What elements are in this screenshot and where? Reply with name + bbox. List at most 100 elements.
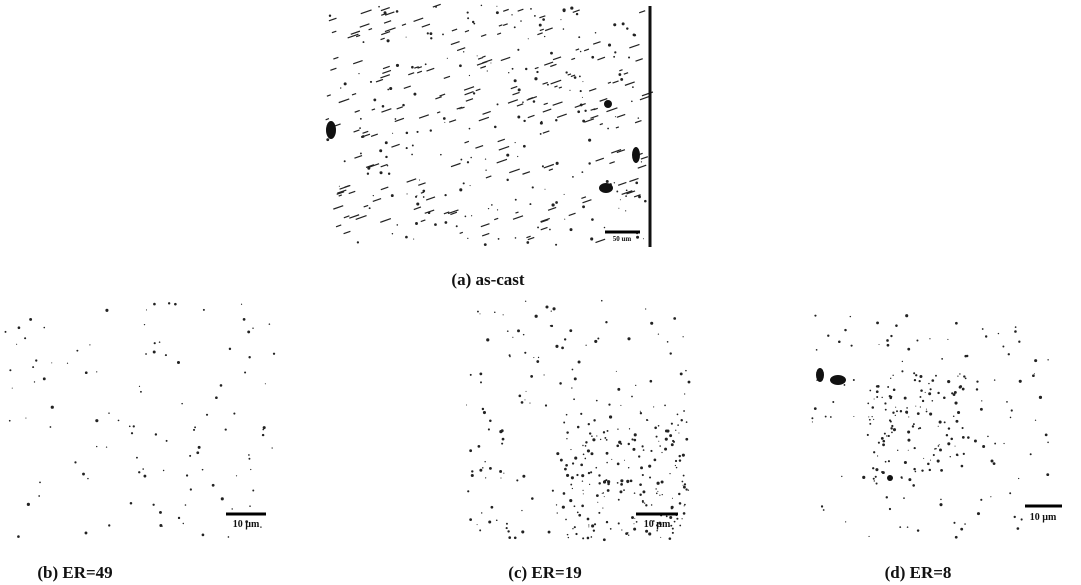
speckle bbox=[248, 458, 250, 460]
speckle bbox=[679, 502, 682, 505]
speckle bbox=[469, 518, 472, 521]
speckle bbox=[620, 490, 623, 493]
speckle bbox=[669, 537, 672, 540]
speckle bbox=[640, 466, 643, 469]
speckle bbox=[569, 213, 576, 215]
speckle bbox=[542, 18, 545, 21]
speckle bbox=[614, 182, 615, 183]
speckle bbox=[581, 171, 583, 173]
speckle bbox=[29, 318, 32, 321]
speckle bbox=[413, 93, 416, 96]
inclusion bbox=[632, 147, 640, 163]
speckle bbox=[517, 156, 518, 157]
speckle bbox=[636, 236, 639, 239]
speckle bbox=[596, 435, 597, 436]
speckle bbox=[636, 59, 643, 62]
speckle bbox=[674, 521, 676, 523]
speckle bbox=[591, 435, 593, 437]
speckle bbox=[465, 30, 469, 31]
speckle bbox=[571, 75, 575, 76]
speckle bbox=[89, 344, 90, 345]
speckle bbox=[202, 534, 205, 537]
speckle bbox=[382, 105, 385, 108]
speckle bbox=[85, 371, 88, 374]
speckle bbox=[185, 504, 187, 506]
speckle bbox=[569, 90, 570, 91]
speckle bbox=[426, 197, 435, 200]
speckle bbox=[890, 421, 892, 423]
speckle bbox=[500, 477, 501, 478]
speckle bbox=[938, 445, 940, 447]
speckle bbox=[396, 64, 399, 67]
speckle bbox=[649, 476, 651, 478]
speckle bbox=[460, 232, 463, 233]
speckle bbox=[908, 416, 909, 417]
speckle bbox=[676, 467, 677, 468]
speckle bbox=[477, 311, 479, 313]
speckle bbox=[371, 134, 378, 136]
speckle bbox=[657, 491, 658, 492]
speckle bbox=[357, 241, 359, 243]
speckle bbox=[867, 403, 869, 405]
speckle bbox=[570, 6, 573, 9]
speckle bbox=[367, 173, 369, 175]
speckle bbox=[591, 56, 594, 59]
speckle bbox=[535, 67, 539, 68]
speckle bbox=[352, 94, 356, 95]
speckle bbox=[520, 20, 522, 22]
speckle bbox=[526, 236, 530, 237]
speckle bbox=[618, 522, 620, 524]
speckle bbox=[395, 118, 397, 120]
speckle bbox=[1009, 492, 1011, 494]
speckle bbox=[244, 371, 246, 373]
speckle bbox=[530, 375, 533, 378]
speckle bbox=[67, 363, 68, 364]
speckle bbox=[542, 165, 544, 167]
speckle bbox=[935, 375, 937, 377]
speckle bbox=[344, 160, 346, 162]
speckle bbox=[685, 370, 687, 372]
speckle bbox=[665, 438, 668, 441]
speckle bbox=[654, 426, 657, 429]
speckle bbox=[682, 481, 684, 483]
speckle bbox=[402, 24, 406, 25]
speckle bbox=[408, 73, 414, 75]
inclusion bbox=[326, 121, 336, 139]
speckle bbox=[677, 414, 679, 416]
speckle bbox=[544, 374, 545, 375]
speckle bbox=[243, 318, 246, 321]
speckle bbox=[489, 420, 492, 423]
speckle bbox=[830, 416, 832, 418]
speckle bbox=[606, 108, 617, 112]
speckle bbox=[376, 79, 383, 81]
speckle bbox=[430, 129, 432, 131]
speckle bbox=[9, 420, 11, 422]
speckle bbox=[421, 220, 426, 222]
speckle bbox=[540, 133, 542, 135]
speckle bbox=[165, 354, 167, 356]
panel-a: 50 um (a) as-cast bbox=[326, 4, 653, 289]
speckle bbox=[501, 443, 503, 445]
speckle bbox=[591, 524, 594, 527]
speckle bbox=[479, 313, 480, 314]
speckle bbox=[607, 430, 609, 432]
speckle bbox=[903, 497, 905, 499]
speckle bbox=[980, 408, 983, 411]
speckle bbox=[136, 457, 138, 459]
speckle bbox=[498, 139, 505, 142]
speckle bbox=[638, 165, 646, 168]
speckle bbox=[602, 493, 603, 494]
speckle bbox=[360, 24, 370, 27]
speckle bbox=[422, 24, 430, 27]
speckle bbox=[392, 233, 393, 234]
speckle bbox=[419, 179, 420, 180]
speckle bbox=[953, 522, 955, 524]
speckle bbox=[850, 316, 851, 317]
speckle bbox=[642, 474, 644, 476]
speckle bbox=[594, 340, 597, 343]
speckle bbox=[636, 521, 638, 523]
speckle bbox=[613, 56, 615, 58]
speckle bbox=[391, 194, 394, 197]
speckle bbox=[838, 340, 841, 343]
speckle bbox=[465, 92, 474, 95]
